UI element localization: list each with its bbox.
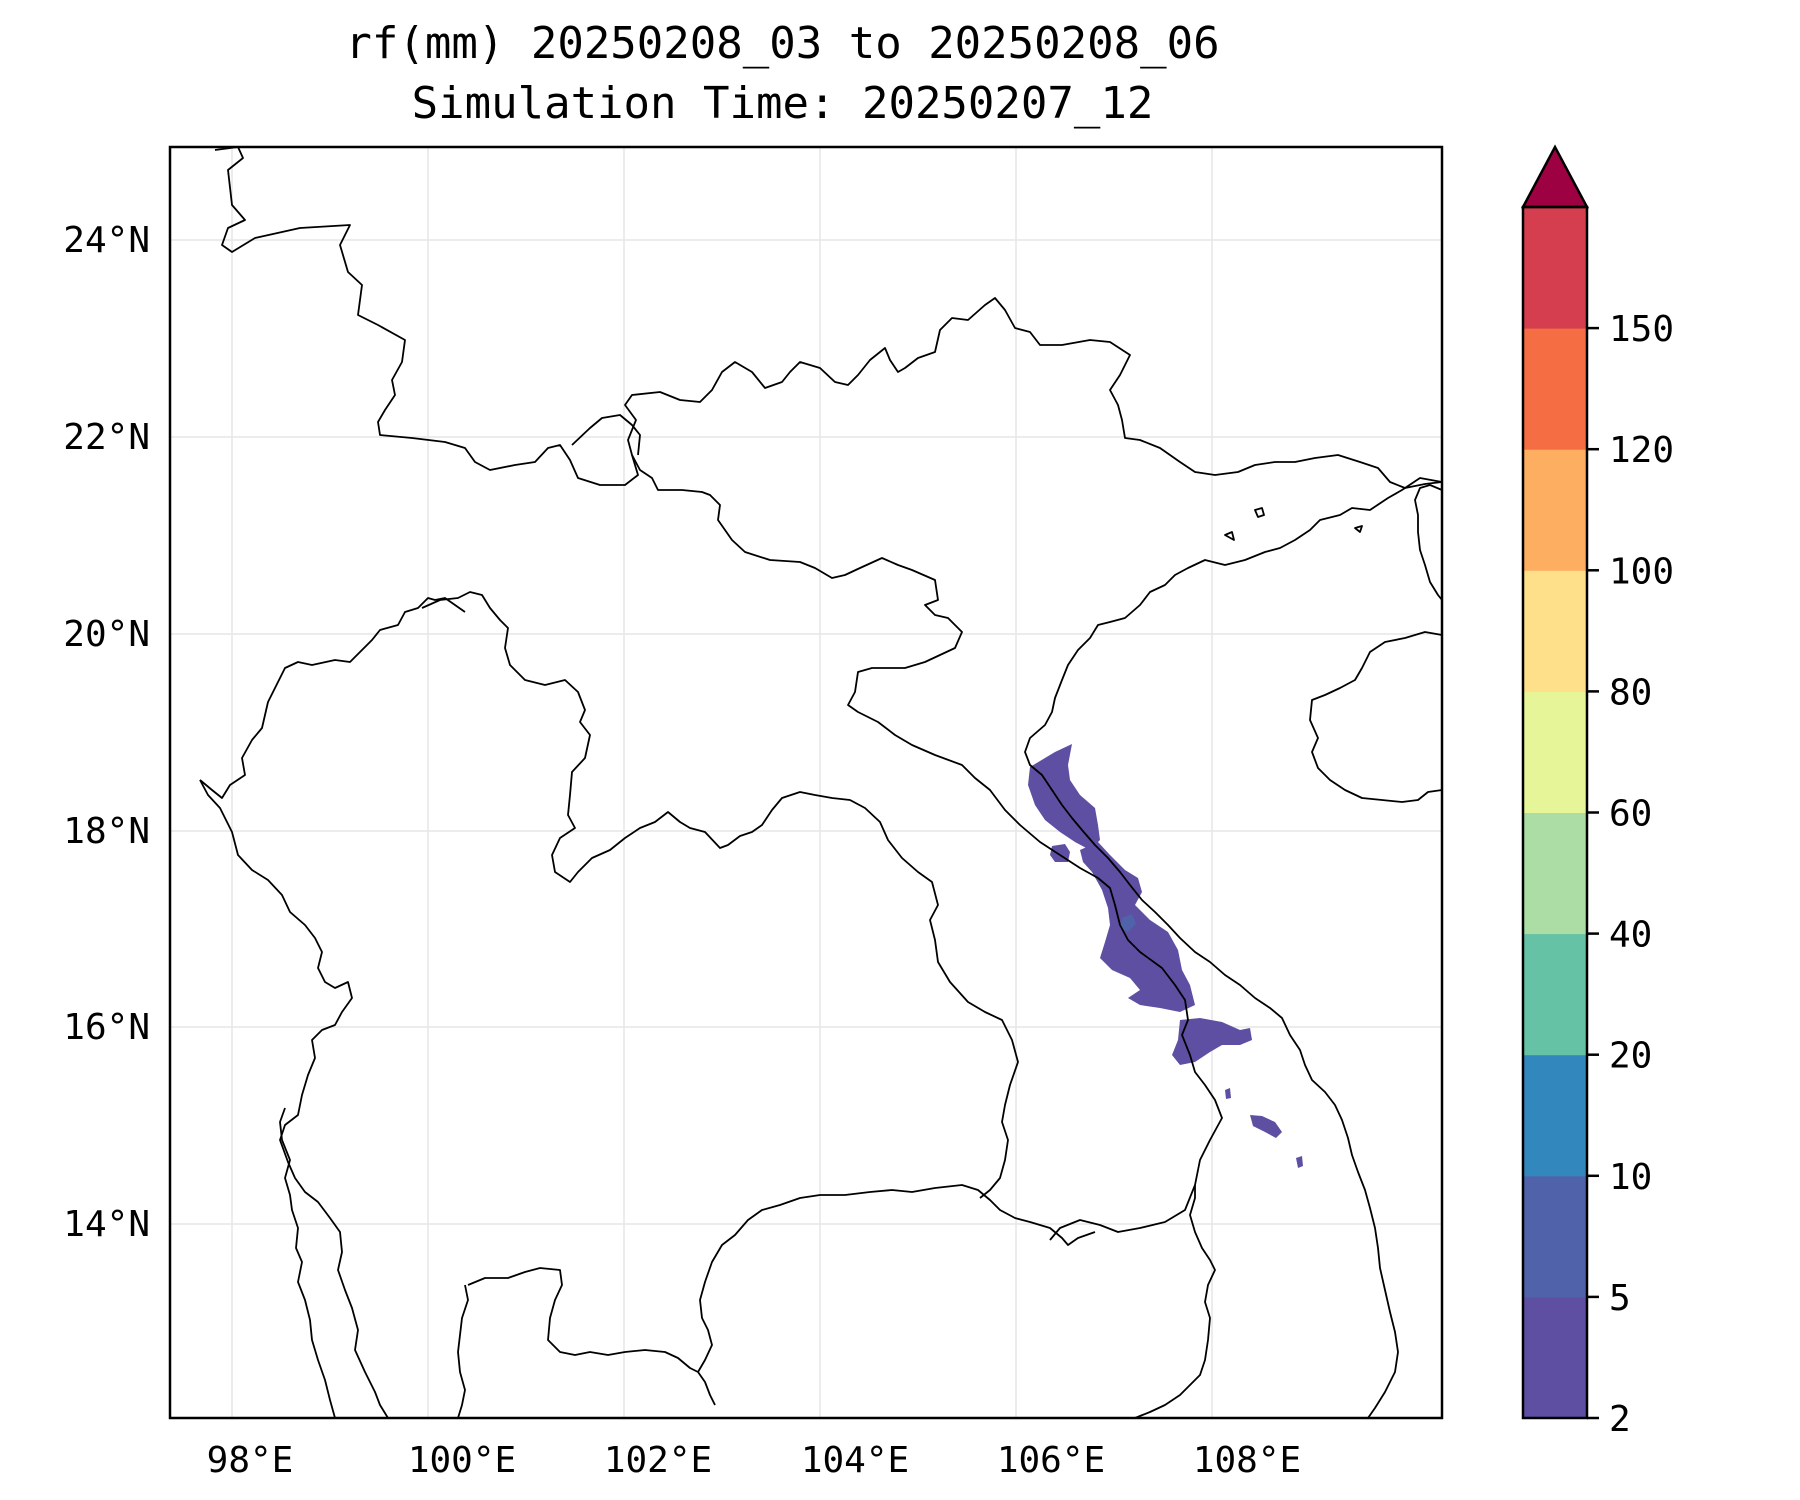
colorbar-segment	[1523, 1175, 1587, 1298]
rainfall-shading	[1028, 744, 1303, 1168]
lon-tick-label-106: 106°E	[997, 1440, 1105, 1481]
rain-area-danang	[1172, 1018, 1252, 1065]
colorbar-ticks: 2 5 10 20 40 60 80 100 120 150	[1587, 309, 1674, 1440]
island-2	[1254, 507, 1265, 518]
colorbar-tick-label: 5	[1609, 1278, 1631, 1319]
thailand-laos-border	[421, 591, 1019, 1199]
island-1	[1354, 525, 1363, 533]
rain-area-north-central-coast	[1028, 744, 1100, 850]
vietnam-coastline	[1024, 477, 1443, 1419]
lat-tick-label-18: 18°N	[63, 811, 150, 852]
china-coast-east	[1414, 484, 1443, 601]
colorbar-tick-label: 80	[1609, 672, 1652, 713]
colorbar-segment	[1523, 933, 1587, 1056]
lat-tick-label-20: 20°N	[63, 614, 150, 655]
island-3	[1224, 531, 1235, 541]
rain-area-local-max	[1120, 914, 1136, 932]
cambodia-laos-border	[697, 1184, 1096, 1373]
thailand-cambodia-border	[467, 1267, 716, 1406]
myanmar-west-border	[199, 779, 389, 1419]
rain-area-hue-quang-tri	[1080, 842, 1195, 1012]
lat-tick-label-16: 16°N	[63, 1007, 150, 1048]
colorbar-segment	[1523, 328, 1587, 450]
colorbar-segment	[1523, 570, 1587, 692]
lon-tick-label-108: 108°E	[1193, 1440, 1301, 1481]
map-boundaries	[199, 146, 1443, 1419]
colorbar-segments	[1523, 207, 1587, 1419]
colorbar-tick-label: 20	[1609, 1036, 1652, 1077]
colorbar-tick-label: 150	[1609, 309, 1674, 350]
rain-area-dot-2	[1296, 1156, 1303, 1168]
laos-vietnam-border	[631, 454, 1223, 1241]
colorbar-tick-label: 60	[1609, 794, 1652, 835]
lon-tick-labels: 98°E 100°E 102°E 104°E 106°E 108°E	[207, 1440, 1302, 1481]
colorbar: 2 5 10 20 40 60 80 100 120 150	[1520, 144, 1674, 1440]
china-laos-border	[571, 414, 641, 456]
lon-tick-label-104: 104°E	[801, 1440, 909, 1481]
colorbar-segment	[1523, 1296, 1587, 1419]
cambodia-vietnam-border	[1134, 1185, 1216, 1419]
lon-tick-label-98: 98°E	[207, 1440, 294, 1481]
colorbar-tick-label: 2	[1609, 1399, 1631, 1440]
thailand-myanmar-border	[199, 597, 466, 799]
colorbar-tick-label: 120	[1609, 430, 1674, 471]
rain-area-quang-ngai	[1250, 1115, 1282, 1138]
lon-tick-label-102: 102°E	[604, 1440, 712, 1481]
map-frame	[168, 145, 1444, 1420]
gulf-of-thailand-coast	[457, 1284, 469, 1419]
colorbar-segment	[1523, 691, 1587, 813]
colorbar-extend-triangle	[1520, 144, 1590, 209]
lat-tick-label-14: 14°N	[63, 1204, 150, 1245]
lat-tick-label-24: 24°N	[63, 220, 150, 261]
gridlines	[170, 147, 1442, 1418]
colorbar-segment	[1523, 207, 1587, 329]
chart-subtitle: Simulation Time: 20250207_12	[411, 78, 1154, 129]
lat-tick-label-22: 22°N	[63, 417, 150, 458]
colorbar-segment	[1523, 1054, 1587, 1177]
colorbar-tick-label: 40	[1609, 915, 1652, 956]
chart-title: rf(mm) 20250208_03 to 20250208_06	[345, 18, 1220, 69]
colorbar-tick-label: 10	[1609, 1157, 1652, 1198]
lat-tick-labels: 24°N 22°N 20°N 18°N 16°N 14°N	[63, 220, 150, 1245]
china-myanmar-border	[214, 146, 1443, 489]
lon-tick-label-100: 100°E	[408, 1440, 516, 1481]
colorbar-segment	[1523, 812, 1587, 935]
rain-area-dot-1	[1225, 1088, 1231, 1099]
colorbar-segment	[1523, 449, 1587, 571]
colorbar-tick-label: 100	[1609, 551, 1674, 592]
hainan-coastline	[1309, 631, 1443, 803]
malay-peninsula-coast	[279, 1107, 336, 1419]
